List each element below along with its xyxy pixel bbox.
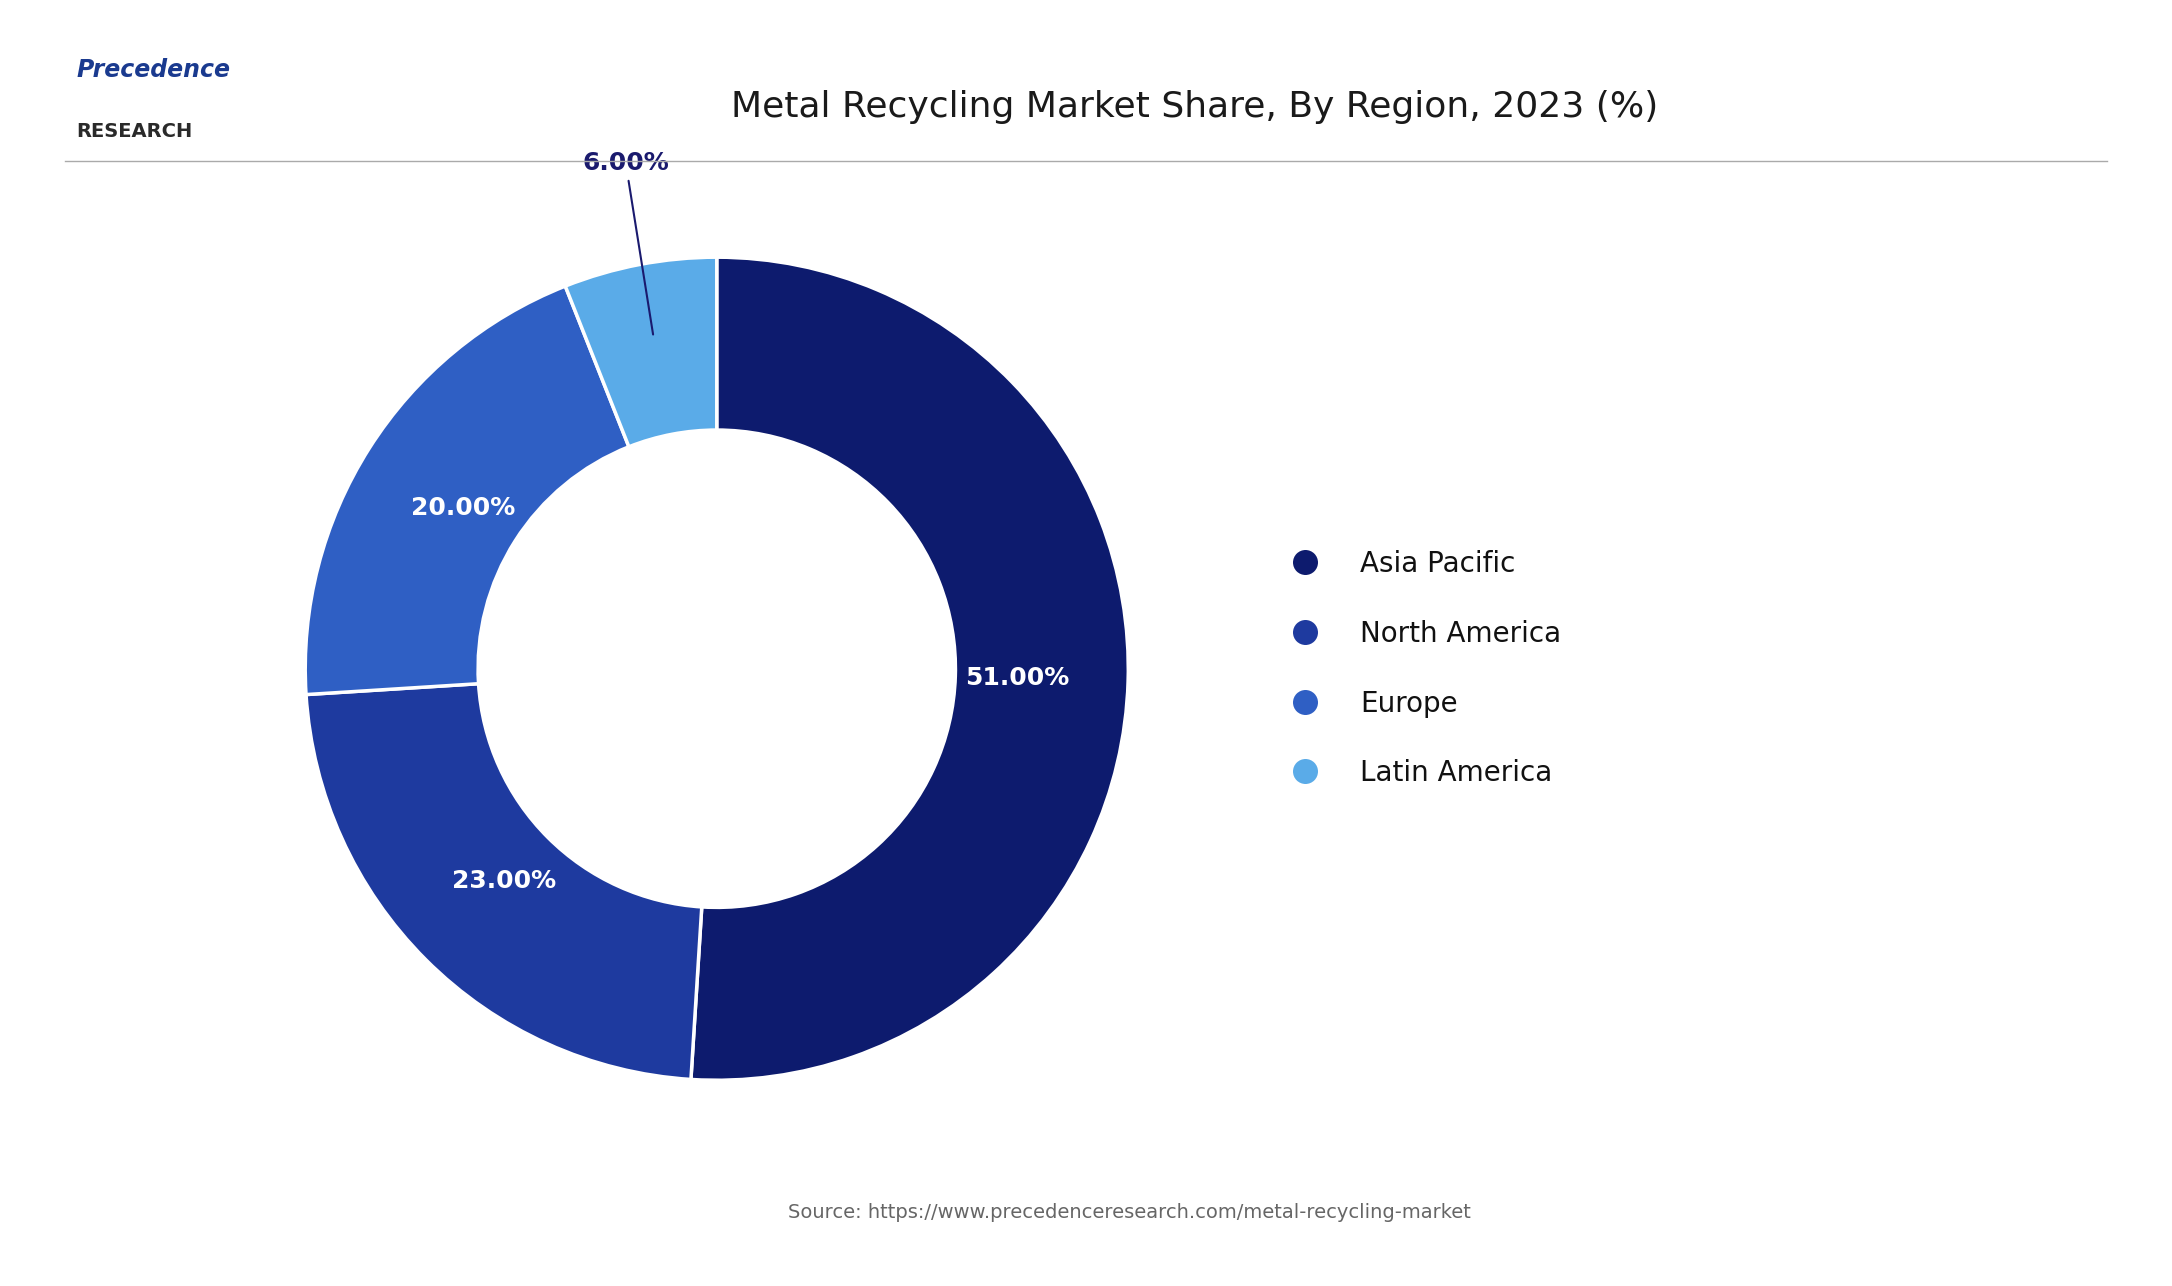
Wedge shape — [691, 257, 1127, 1080]
Wedge shape — [306, 285, 630, 694]
Text: RESEARCH: RESEARCH — [76, 122, 193, 141]
Wedge shape — [306, 684, 702, 1079]
Text: Source: https://www.precedenceresearch.com/metal-recycling-market: Source: https://www.precedenceresearch.c… — [788, 1202, 1470, 1222]
Text: Metal Recycling Market Share, By Region, 2023 (%): Metal Recycling Market Share, By Region,… — [732, 90, 1657, 123]
Text: 20.00%: 20.00% — [411, 495, 515, 520]
Text: 51.00%: 51.00% — [964, 666, 1069, 691]
Text: 6.00%: 6.00% — [582, 152, 669, 334]
Wedge shape — [565, 257, 717, 446]
Legend: Asia Pacific, North America, Europe, Latin America: Asia Pacific, North America, Europe, Lat… — [1266, 539, 1573, 799]
Text: Precedence: Precedence — [76, 58, 230, 82]
Text: 23.00%: 23.00% — [452, 869, 556, 894]
